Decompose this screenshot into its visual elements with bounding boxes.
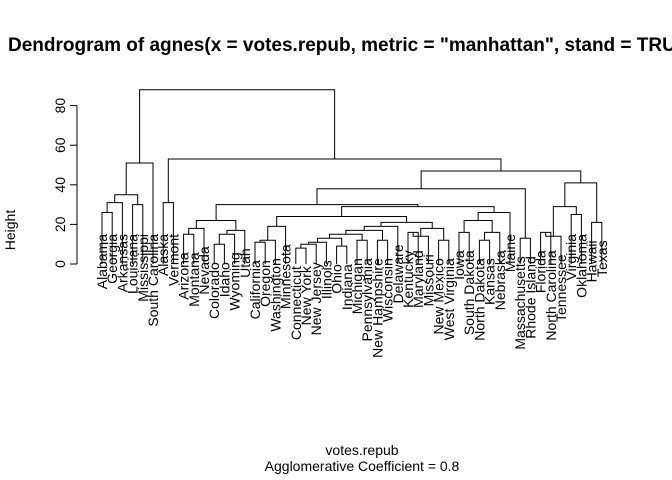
leaf-label: Maryland: [410, 250, 426, 308]
leaf-label: Maine: [502, 234, 518, 272]
leaf-label: New Jersey: [308, 262, 324, 335]
merge-link: [329, 233, 363, 241]
merge-link: [213, 243, 225, 264]
merge-link: [300, 243, 317, 264]
merge-link: [420, 170, 582, 189]
merge-link: [336, 245, 348, 264]
leaf-label: Wyoming: [227, 252, 243, 310]
leaf-label: California: [247, 260, 263, 319]
leaf-label: Oregon: [257, 260, 273, 307]
merge-link: [139, 89, 336, 164]
y-tick-label: 80: [52, 98, 68, 114]
leaf-label: Connecticut: [288, 266, 304, 340]
merge-link: [167, 158, 502, 203]
leaf-label: Rhode Island: [522, 256, 538, 339]
leaf-label: Iowa: [451, 250, 467, 280]
leaf-label: Montana: [186, 252, 202, 307]
leaf-label: Louisiana: [125, 234, 141, 294]
leaf-label: Minnesota: [278, 244, 294, 309]
leaf-label: West Virginia: [441, 258, 457, 340]
agglomerative-coefficient: Agglomerative Coefficient = 0.8: [265, 458, 460, 474]
merge-link: [564, 182, 598, 223]
leaf-label: New Mexico: [431, 258, 447, 334]
leaf-label: Nebraska: [492, 250, 508, 310]
leaf-label: Utah: [237, 248, 253, 278]
leaf-label: Mississippi: [135, 234, 151, 302]
merge-link: [341, 206, 495, 217]
merge-link: [380, 221, 433, 229]
y-tick-label: 0: [52, 260, 68, 268]
leaf-label: Ohio: [329, 264, 345, 294]
leaf-label: Virginia: [563, 234, 579, 281]
leaf-label: Kentucky: [400, 250, 416, 308]
leaf-labels: AlabamaGeorgiaArkansasLouisianaMississip…: [94, 234, 610, 358]
leaf-label: Idaho: [216, 262, 232, 297]
leaf-label: Pennsylvania: [359, 258, 375, 341]
y-tick-label: 60: [52, 137, 68, 153]
leaf-label: Alabama: [94, 234, 110, 289]
leaf-label: South Carolina: [145, 234, 161, 327]
leaf-label: Kansas: [482, 258, 498, 305]
merge-link: [552, 206, 577, 237]
merge-link: [276, 215, 408, 227]
y-axis-label: Height: [2, 210, 18, 251]
x-axis-label: votes.repub: [325, 442, 398, 458]
leaf-label: Arkansas: [114, 234, 130, 292]
dendrogram-tree: [101, 89, 603, 264]
leaf-label: Delaware: [390, 244, 406, 303]
merge-link: [420, 227, 445, 241]
leaf-label: Indiana: [339, 264, 355, 310]
y-axis: 0 20 40 60 80: [52, 98, 78, 268]
leaf-label: Hawaii: [584, 240, 600, 282]
merge-link: [295, 247, 307, 264]
leaf-label: Vermont: [165, 234, 181, 286]
leaf-label: North Carolina: [543, 250, 559, 340]
leaf-label: Illinois: [318, 260, 334, 299]
chart-title: Dendrogram of agnes(x = votes.repub, met…: [8, 35, 672, 56]
leaf-label: New Hampshire: [369, 258, 385, 358]
leaf-label: South Dakota: [461, 250, 477, 335]
leaf-label: Florida: [533, 250, 549, 293]
y-tick-label: 20: [52, 216, 68, 232]
leaf-label: Missouri: [420, 254, 436, 306]
merge-link: [463, 219, 493, 233]
leaf-label: Oklahoma: [573, 234, 589, 298]
leaf-label: Wisconsin: [380, 258, 396, 322]
leaf-label: Texas: [594, 240, 610, 277]
merge-link: [345, 229, 383, 241]
leaf-label: Georgia: [104, 234, 120, 284]
leaf-label: Nevada: [196, 246, 212, 294]
y-tick-label: 40: [52, 177, 68, 193]
leaf-label: Michigan: [349, 258, 365, 314]
leaf-label: Massachusetts: [512, 256, 528, 349]
leaf-label: Alaska: [155, 234, 171, 276]
leaf-label: North Dakota: [471, 258, 487, 341]
leaf-label: Arizona: [176, 252, 192, 300]
leaf-label: Washington: [267, 258, 283, 331]
leaf-label: Colorado: [206, 262, 222, 319]
leaf-label: Tennessee: [553, 254, 569, 322]
leaf-label: New York: [298, 265, 314, 325]
